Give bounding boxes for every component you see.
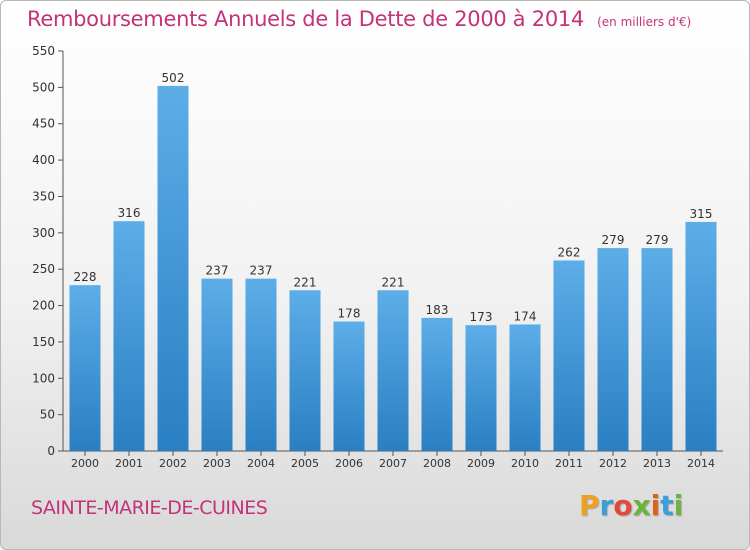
y-tick-label: 50 [40, 408, 55, 422]
data-label: 237 [250, 264, 273, 278]
bar [465, 325, 497, 451]
bar [641, 248, 673, 451]
data-label: 173 [470, 310, 493, 324]
y-tick-label: 100 [32, 371, 55, 385]
logo-letter: i [673, 489, 684, 522]
bar [421, 317, 453, 451]
bar [377, 290, 409, 451]
data-label: 279 [646, 233, 669, 247]
data-label: 221 [382, 275, 405, 289]
bar [333, 321, 365, 451]
y-tick-label: 200 [32, 299, 55, 313]
data-label: 178 [338, 307, 361, 321]
x-tick-label: 2000 [71, 457, 99, 470]
x-tick-label: 2002 [159, 457, 187, 470]
data-label: 316 [118, 206, 141, 220]
y-tick-label: 250 [32, 262, 55, 276]
data-label: 221 [294, 275, 317, 289]
data-label: 502 [162, 71, 185, 85]
bar [113, 221, 145, 451]
data-label: 174 [514, 309, 537, 323]
x-tick-label: 2008 [423, 457, 451, 470]
y-tick-label: 400 [32, 153, 55, 167]
logo-letter: i [650, 489, 661, 522]
data-label: 183 [426, 303, 449, 317]
x-tick-label: 2013 [643, 457, 671, 470]
logo-letter: P [579, 489, 600, 522]
x-tick-label: 2009 [467, 457, 495, 470]
data-label: 228 [74, 270, 97, 284]
bar [69, 285, 101, 451]
y-tick-label: 300 [32, 226, 55, 240]
x-tick-label: 2010 [511, 457, 539, 470]
x-tick-label: 2007 [379, 457, 407, 470]
bar [157, 85, 189, 451]
chart-subtitle: (en milliers d'€) [597, 15, 692, 29]
y-tick-label: 150 [32, 335, 55, 349]
bar [553, 260, 585, 451]
data-label: 237 [206, 264, 229, 278]
logo-letter: x [632, 489, 651, 522]
bar [685, 221, 717, 451]
y-tick-label: 350 [32, 189, 55, 203]
bar [245, 278, 277, 451]
y-tick-label: 550 [32, 44, 55, 58]
x-tick-label: 2001 [115, 457, 143, 470]
bar [509, 324, 541, 451]
x-tick-label: 2004 [247, 457, 275, 470]
chart-title: Remboursements Annuels de la Dette de 20… [27, 7, 584, 31]
proxiti-logo: Proxiti [579, 489, 683, 522]
bar [289, 290, 321, 451]
bar [201, 278, 233, 451]
x-tick-label: 2011 [555, 457, 583, 470]
x-tick-label: 2014 [687, 457, 715, 470]
title-line: Remboursements Annuels de la Dette de 20… [27, 7, 691, 31]
y-tick-label: 500 [32, 80, 55, 94]
logo-letter: t [660, 489, 674, 522]
logo-letter: o [613, 489, 633, 522]
bar [597, 248, 629, 451]
y-tick-label: 450 [32, 117, 55, 131]
data-label: 262 [558, 245, 581, 259]
x-tick-label: 2003 [203, 457, 231, 470]
data-label: 315 [690, 207, 713, 221]
x-tick-label: 2012 [599, 457, 627, 470]
y-tick-label: 0 [47, 444, 55, 458]
x-tick-label: 2005 [291, 457, 319, 470]
logo-letter: r [599, 489, 614, 522]
municipality-name: SAINTE-MARIE-DE-CUINES [31, 497, 268, 519]
data-label: 279 [602, 233, 625, 247]
x-tick-label: 2006 [335, 457, 363, 470]
